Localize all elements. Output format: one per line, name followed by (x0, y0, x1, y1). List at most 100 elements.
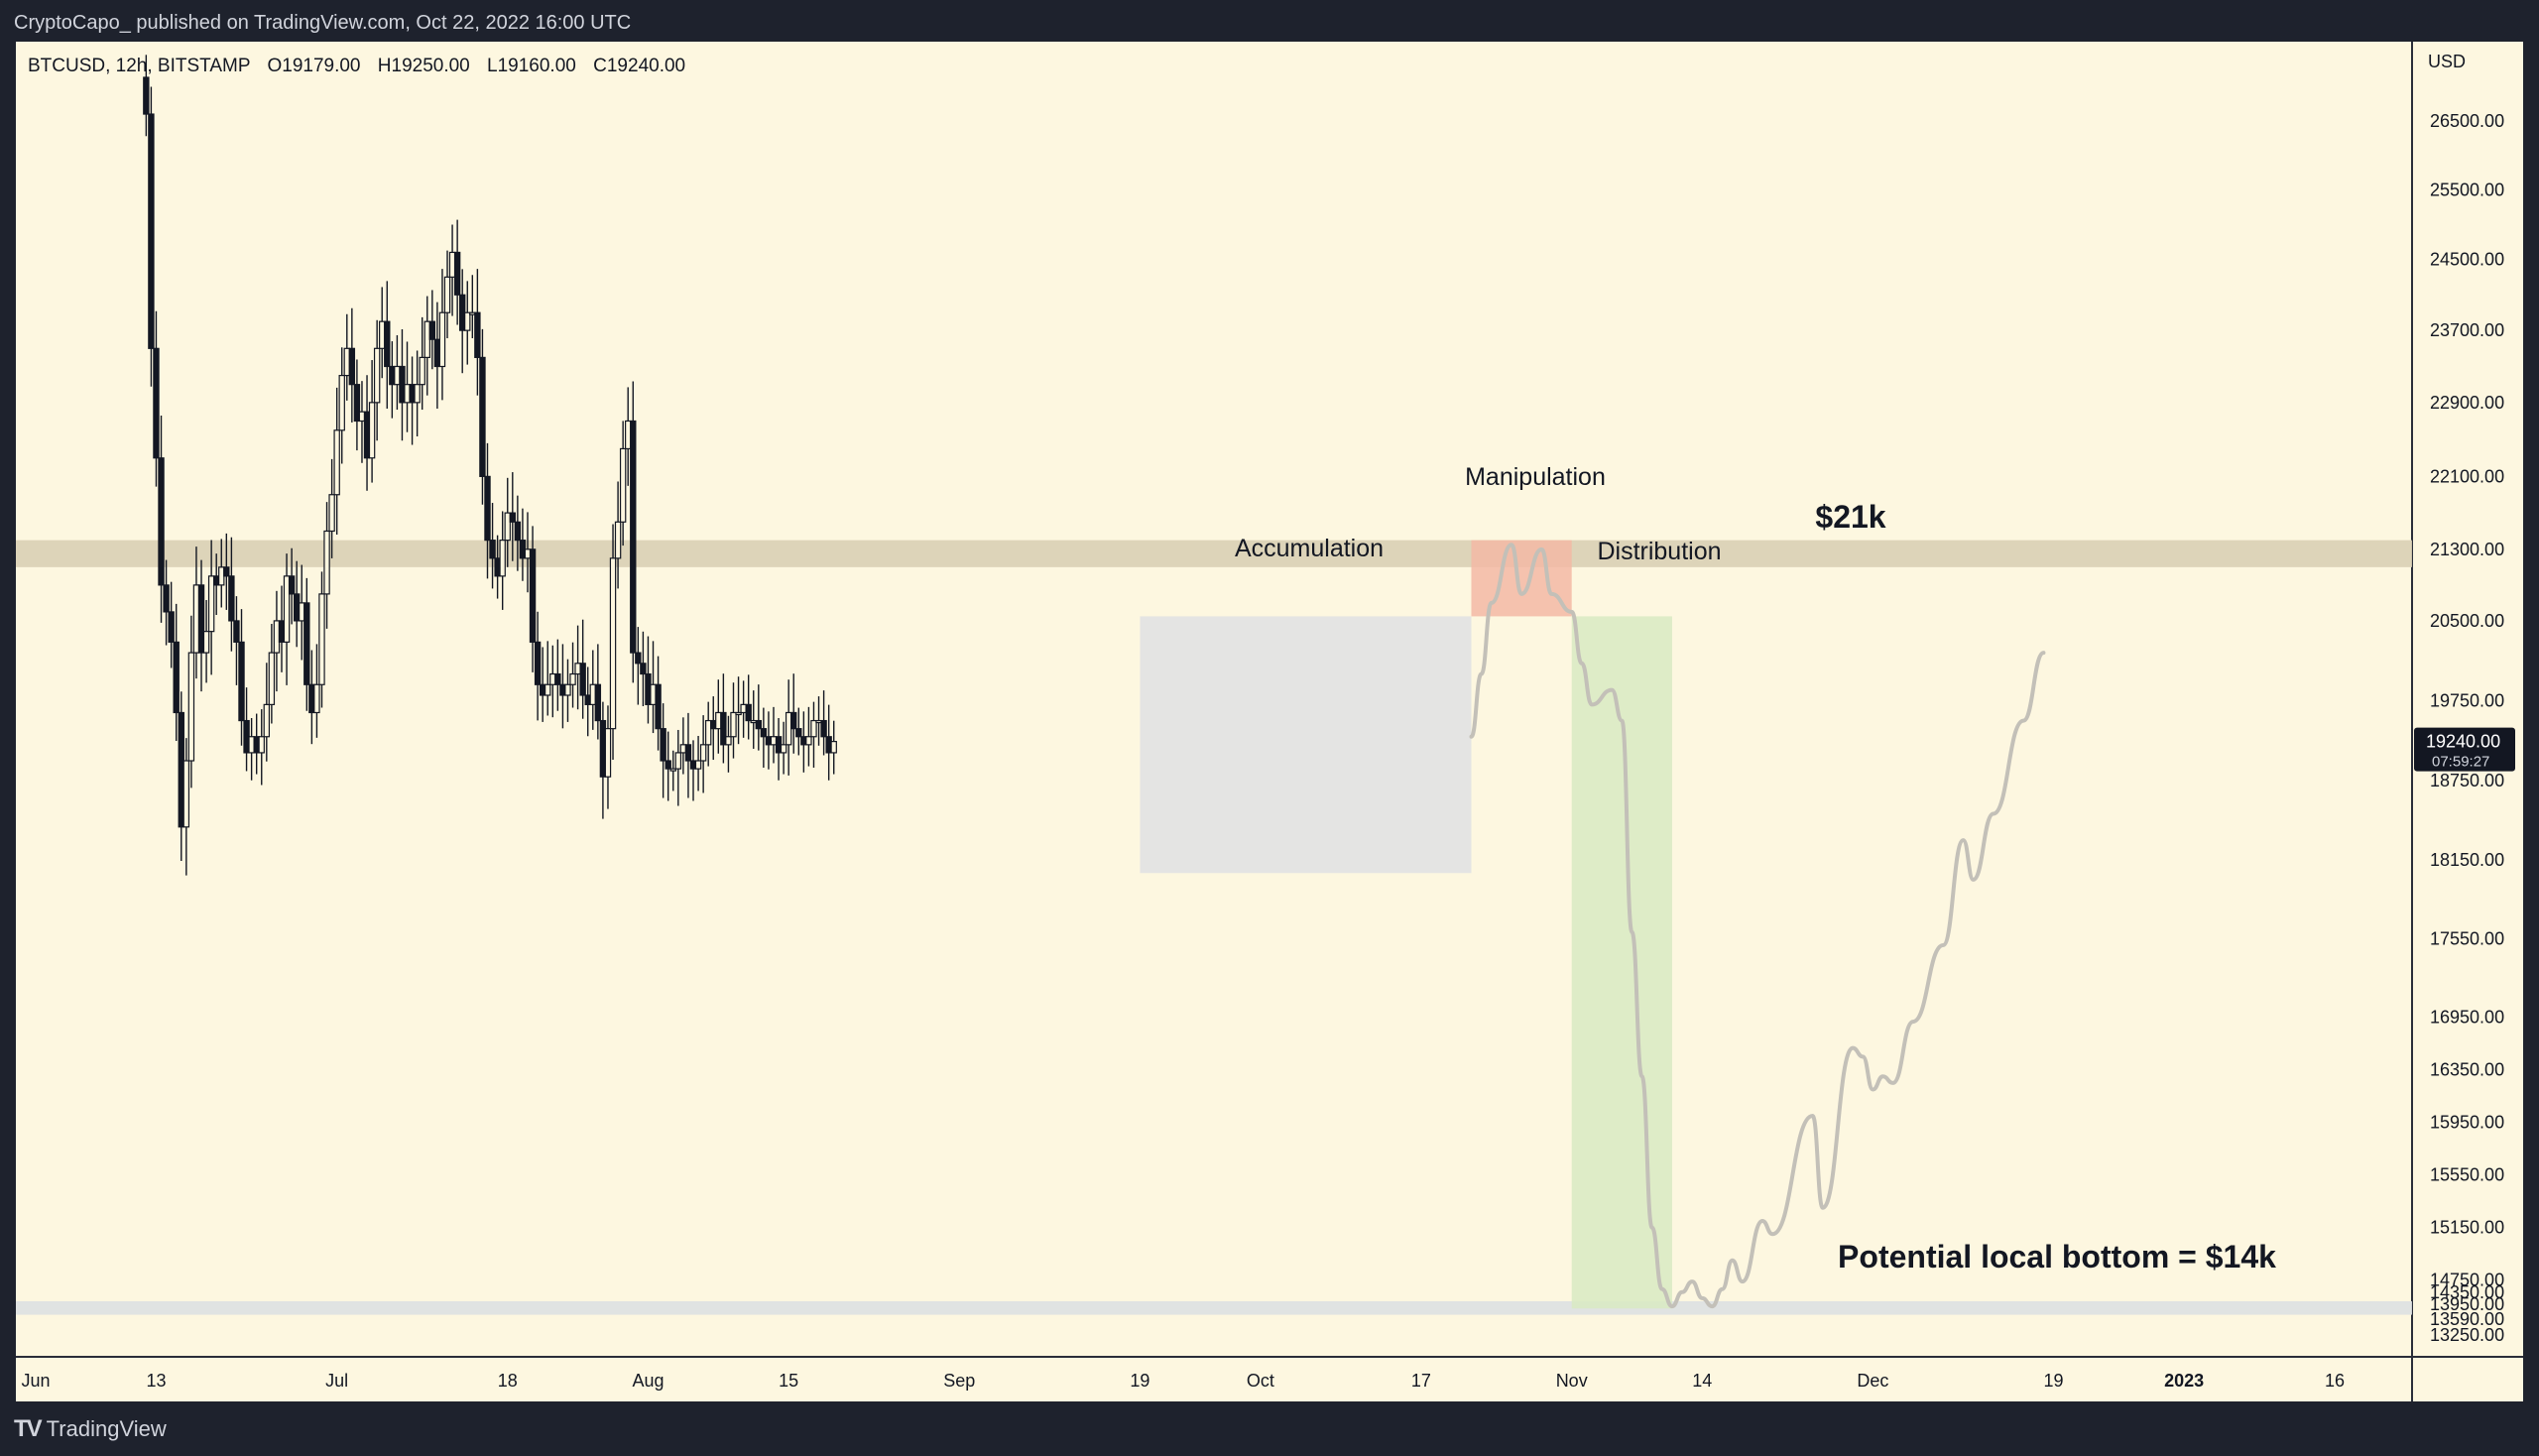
candle-body (594, 683, 602, 722)
price-chart[interactable]: $21k Potential local bottom = $14k Accumul… (0, 0, 2539, 1401)
candle-body (178, 711, 184, 828)
time-axis: Jun 13 Jul 18 Aug 15 Sep 19 Oct 17 Nov 14 Dec 19 2023 1… (21, 1371, 2345, 1391)
candle-body (539, 683, 546, 696)
candle-body (303, 602, 310, 685)
candle-body (207, 575, 215, 633)
publish-info: CryptoCapo_ published on TradingView.com… (14, 12, 632, 34)
time-tick-label: Aug (632, 1371, 664, 1391)
candle-body (770, 736, 778, 746)
time-tick-label: Oct (1247, 1371, 1274, 1391)
candle-body (404, 384, 411, 404)
time-tick-label: 16 (2325, 1371, 2345, 1391)
candle-body (218, 566, 225, 586)
price-tick-label: 13590.00 (2430, 1309, 2504, 1329)
candle-body (599, 719, 607, 778)
price-tick-label: 22100.00 (2430, 466, 2504, 486)
candle-body (645, 672, 652, 705)
candle-body (448, 251, 456, 278)
candle-body (740, 703, 747, 714)
candle-body (790, 711, 797, 730)
candle-body (650, 683, 657, 705)
candle-body (163, 584, 170, 613)
candle-body (148, 113, 155, 349)
candle-body (428, 320, 436, 340)
tradingview-brand: TradingView (46, 1416, 167, 1441)
time-tick-label: 15 (779, 1371, 798, 1391)
candle-body (825, 736, 832, 754)
candle-body (379, 320, 386, 349)
price-axis-background[interactable] (2412, 42, 2523, 1357)
footer: TV TradingView (0, 1401, 2539, 1456)
resistance-label: $21k (1815, 499, 1885, 535)
candle-body (635, 652, 642, 665)
candle-body (328, 494, 335, 533)
candle-body (720, 711, 727, 746)
time-tick-label: 13 (146, 1371, 166, 1391)
time-tick-label: Jul (325, 1371, 348, 1391)
candle-body (192, 584, 200, 654)
price-tick-label: 24500.00 (2430, 249, 2504, 269)
price-tick-label: 14750.00 (2430, 1271, 2504, 1290)
candle-body (554, 672, 561, 685)
axis-corner (2412, 1357, 2523, 1401)
ohlc-close: C19240.00 (593, 56, 685, 76)
candle-body (187, 652, 195, 762)
candle-body (273, 620, 281, 654)
time-tick-label: 19 (2044, 1371, 2064, 1391)
candle-body (353, 384, 361, 423)
candle-body (363, 411, 371, 459)
price-tick-label: 15550.00 (2430, 1165, 2504, 1185)
price-tick-label: 18750.00 (2430, 771, 2504, 790)
candle-body (419, 356, 425, 386)
candle-body (750, 719, 757, 724)
candle-body (358, 411, 366, 423)
candle-body (338, 374, 345, 431)
price-tick-label: 25500.00 (2430, 181, 2504, 200)
candle-body (830, 740, 837, 754)
candle-body (524, 548, 532, 559)
candle-body (589, 683, 596, 705)
time-tick-label: Dec (1857, 1371, 1888, 1391)
tradingview-logo[interactable]: TV TradingView (14, 1415, 167, 1443)
candle-body (223, 566, 230, 577)
candle-body (263, 703, 271, 738)
candle-body (710, 719, 717, 730)
candle-body (699, 744, 707, 762)
candle-body (755, 719, 763, 730)
time-tick-label: Sep (943, 1371, 975, 1391)
time-tick-label: 2023 (2164, 1371, 2204, 1391)
candle-body (579, 663, 586, 696)
last-price-label: 19240.00 (2426, 732, 2500, 752)
candles-layer (143, 55, 837, 876)
price-tick-label: 13950.00 (2430, 1294, 2504, 1314)
candle-body (815, 719, 822, 724)
candle-body (745, 703, 752, 722)
candle-body (288, 575, 296, 595)
candle-body (584, 694, 591, 705)
price-tick-label: 13250.00 (2430, 1325, 2504, 1345)
symbol-info[interactable]: BTCUSD, 12h, BITSTAMP O19179.00 H19250.0… (28, 56, 685, 76)
ohlc-low: L19160.00 (487, 56, 576, 76)
candle-body (499, 540, 506, 577)
candle-body (474, 311, 481, 359)
candle-body (423, 320, 430, 359)
candle-body (765, 736, 773, 746)
candle-body (414, 384, 421, 404)
candle-body (630, 420, 637, 654)
time-tick-label: 18 (498, 1371, 518, 1391)
candle-body (293, 593, 301, 622)
ohlc-open: O19179.00 (267, 56, 360, 76)
candle-body (489, 540, 496, 559)
bar-countdown: 07:59:27 (2432, 754, 2489, 771)
time-tick-label: 19 (1130, 1371, 1149, 1391)
currency-label: USD (2428, 52, 2466, 71)
time-axis-background[interactable] (16, 1357, 2412, 1401)
candle-body (569, 672, 576, 685)
candle-body (805, 736, 812, 746)
candle-body (689, 760, 697, 770)
candle-body (197, 584, 205, 654)
price-tick-label: 14350.00 (2430, 1282, 2504, 1302)
candle-body (704, 719, 712, 746)
candle-body (248, 736, 255, 754)
candle-body (574, 663, 581, 675)
